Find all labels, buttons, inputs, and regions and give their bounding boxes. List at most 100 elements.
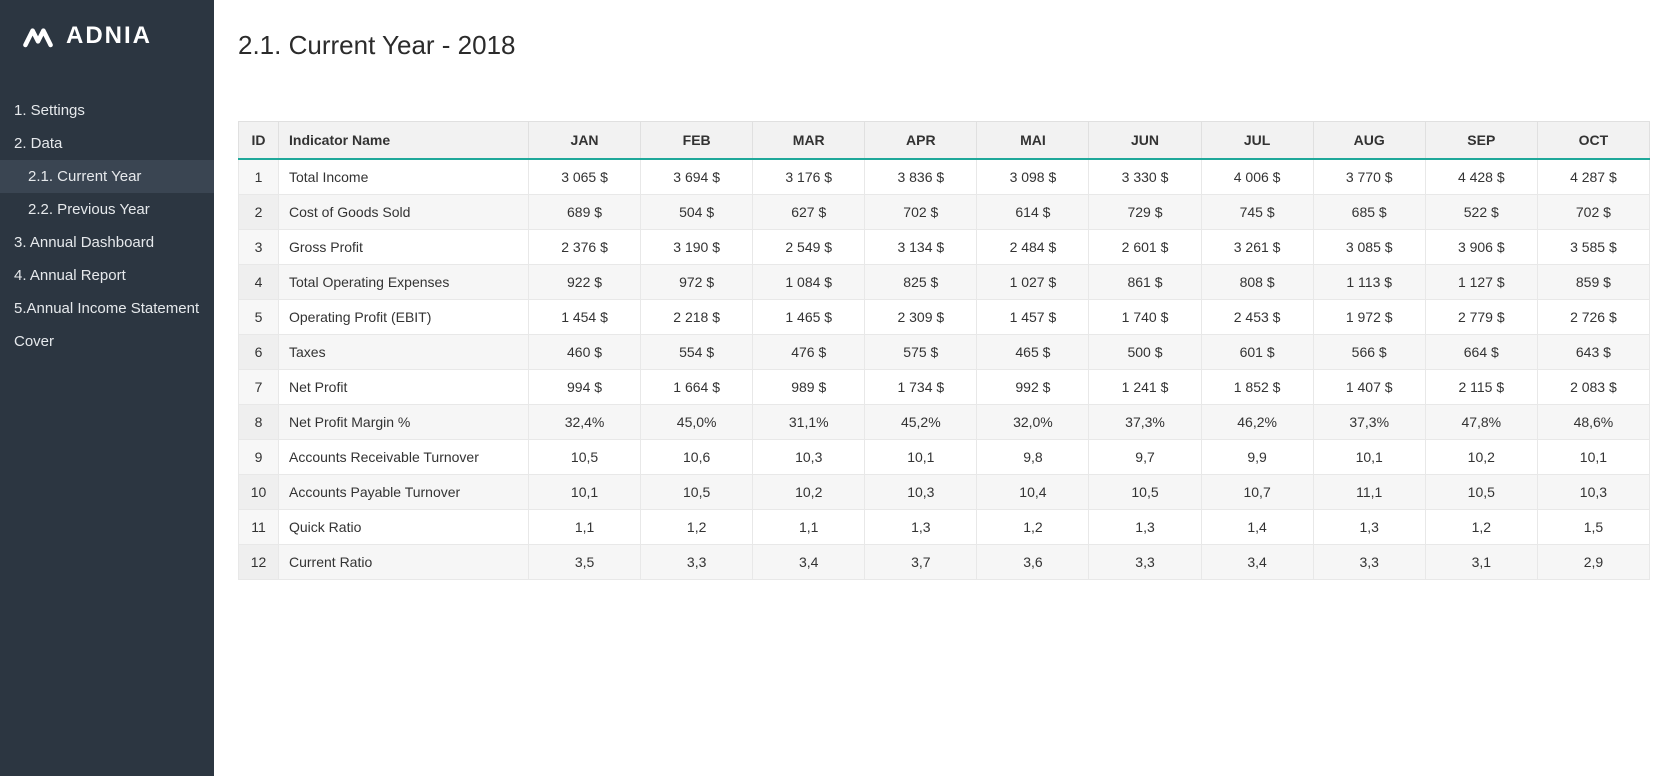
row-value: 2 218 $ <box>641 300 753 335</box>
table-row: 3Gross Profit2 376 $3 190 $2 549 $3 134 … <box>239 230 1650 265</box>
row-value: 3 770 $ <box>1313 159 1425 195</box>
row-value: 2,9 <box>1537 545 1649 580</box>
sidebar-item-3[interactable]: 2.2. Previous Year <box>0 193 214 226</box>
row-value: 627 $ <box>753 195 865 230</box>
sidebar-item-1[interactable]: 2. Data <box>0 127 214 160</box>
row-value: 10,1 <box>1313 440 1425 475</box>
column-header: JUL <box>1201 122 1313 160</box>
row-id: 5 <box>239 300 279 335</box>
row-value: 3,4 <box>753 545 865 580</box>
row-value: 3 906 $ <box>1425 230 1537 265</box>
row-value: 2 115 $ <box>1425 370 1537 405</box>
row-value: 1 113 $ <box>1313 265 1425 300</box>
row-value: 972 $ <box>641 265 753 300</box>
row-value: 729 $ <box>1089 195 1201 230</box>
row-value: 1,1 <box>753 510 865 545</box>
table-row: 1Total Income3 065 $3 694 $3 176 $3 836 … <box>239 159 1650 195</box>
row-indicator-name: Quick Ratio <box>279 510 529 545</box>
row-value: 10,6 <box>641 440 753 475</box>
column-header: JUN <box>1089 122 1201 160</box>
row-id: 12 <box>239 545 279 580</box>
row-indicator-name: Accounts Payable Turnover <box>279 475 529 510</box>
column-header: APR <box>865 122 977 160</box>
row-value: 4 006 $ <box>1201 159 1313 195</box>
row-value: 465 $ <box>977 335 1089 370</box>
row-value: 45,2% <box>865 405 977 440</box>
row-value: 808 $ <box>1201 265 1313 300</box>
row-indicator-name: Operating Profit (EBIT) <box>279 300 529 335</box>
main-content: 2.1. Current Year - 2018 IDIndicator Nam… <box>214 0 1674 776</box>
row-value: 1,4 <box>1201 510 1313 545</box>
row-value: 2 083 $ <box>1537 370 1649 405</box>
row-value: 601 $ <box>1201 335 1313 370</box>
row-value: 1,3 <box>865 510 977 545</box>
row-value: 1 465 $ <box>753 300 865 335</box>
row-value: 1,3 <box>1089 510 1201 545</box>
sidebar-item-7[interactable]: Cover <box>0 325 214 358</box>
row-value: 2 726 $ <box>1537 300 1649 335</box>
row-id: 2 <box>239 195 279 230</box>
row-value: 614 $ <box>977 195 1089 230</box>
row-id: 3 <box>239 230 279 265</box>
column-header: FEB <box>641 122 753 160</box>
column-header: MAI <box>977 122 1089 160</box>
row-value: 992 $ <box>977 370 1089 405</box>
row-value: 3 065 $ <box>529 159 641 195</box>
row-value: 566 $ <box>1313 335 1425 370</box>
row-value: 689 $ <box>529 195 641 230</box>
row-value: 11,1 <box>1313 475 1425 510</box>
row-value: 664 $ <box>1425 335 1537 370</box>
row-value: 1 407 $ <box>1313 370 1425 405</box>
row-indicator-name: Accounts Receivable Turnover <box>279 440 529 475</box>
row-value: 3,3 <box>641 545 753 580</box>
table-row: 4Total Operating Expenses922 $972 $1 084… <box>239 265 1650 300</box>
page-title: 2.1. Current Year - 2018 <box>238 30 1650 61</box>
row-value: 10,5 <box>641 475 753 510</box>
row-value: 46,2% <box>1201 405 1313 440</box>
row-value: 10,3 <box>753 440 865 475</box>
column-header: SEP <box>1425 122 1537 160</box>
column-header: MAR <box>753 122 865 160</box>
row-value: 1 852 $ <box>1201 370 1313 405</box>
row-value: 504 $ <box>641 195 753 230</box>
row-value: 4 428 $ <box>1425 159 1537 195</box>
row-value: 702 $ <box>865 195 977 230</box>
row-value: 1 084 $ <box>753 265 865 300</box>
row-value: 1,5 <box>1537 510 1649 545</box>
row-value: 47,8% <box>1425 405 1537 440</box>
column-header: OCT <box>1537 122 1649 160</box>
row-value: 2 601 $ <box>1089 230 1201 265</box>
row-value: 500 $ <box>1089 335 1201 370</box>
table-row: 10Accounts Payable Turnover10,110,510,21… <box>239 475 1650 510</box>
brand-name: ADNIA <box>66 22 152 50</box>
row-indicator-name: Net Profit <box>279 370 529 405</box>
row-value: 861 $ <box>1089 265 1201 300</box>
row-value: 3 085 $ <box>1313 230 1425 265</box>
row-id: 11 <box>239 510 279 545</box>
sidebar-item-0[interactable]: 1. Settings <box>0 94 214 127</box>
row-value: 3,4 <box>1201 545 1313 580</box>
row-value: 1 664 $ <box>641 370 753 405</box>
table-row: 7Net Profit994 $1 664 $989 $1 734 $992 $… <box>239 370 1650 405</box>
sidebar-item-4[interactable]: 3. Annual Dashboard <box>0 226 214 259</box>
row-value: 2 779 $ <box>1425 300 1537 335</box>
sidebar: ADNIA 1. Settings2. Data2.1. Current Yea… <box>0 0 214 776</box>
row-value: 2 549 $ <box>753 230 865 265</box>
sidebar-item-5[interactable]: 4. Annual Report <box>0 259 214 292</box>
row-value: 10,1 <box>865 440 977 475</box>
row-value: 1 454 $ <box>529 300 641 335</box>
row-indicator-name: Taxes <box>279 335 529 370</box>
row-value: 10,1 <box>529 475 641 510</box>
row-value: 2 453 $ <box>1201 300 1313 335</box>
table-row: 2Cost of Goods Sold689 $504 $627 $702 $6… <box>239 195 1650 230</box>
row-indicator-name: Net Profit Margin % <box>279 405 529 440</box>
row-id: 4 <box>239 265 279 300</box>
row-value: 48,6% <box>1537 405 1649 440</box>
table-body: 1Total Income3 065 $3 694 $3 176 $3 836 … <box>239 159 1650 580</box>
table-row: 8Net Profit Margin %32,4%45,0%31,1%45,2%… <box>239 405 1650 440</box>
row-value: 575 $ <box>865 335 977 370</box>
sidebar-item-6[interactable]: 5.Annual Income Statement <box>0 292 214 325</box>
column-header: JAN <box>529 122 641 160</box>
column-header: ID <box>239 122 279 160</box>
sidebar-item-2[interactable]: 2.1. Current Year <box>0 160 214 193</box>
